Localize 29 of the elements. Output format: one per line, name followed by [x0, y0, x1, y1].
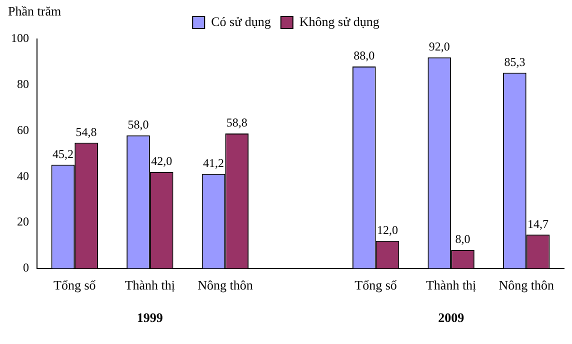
x-tick-label: Nông thôn: [198, 278, 254, 293]
data-label: 45,2: [52, 146, 74, 161]
data-label: 8,0: [455, 232, 470, 246]
y-tick-label: 80: [17, 77, 29, 92]
y-tick-label: 100: [11, 31, 29, 46]
data-label: 42,0: [151, 154, 172, 168]
text: 1999: [136, 310, 164, 325]
data-label: 58,0: [128, 118, 149, 132]
data-label: 54,8: [76, 124, 97, 139]
y-axis-title: Phần trăm: [8, 3, 62, 18]
x-tick-label: Thành thị: [426, 278, 477, 293]
legend-label: Không sử dụng: [299, 14, 380, 29]
y-tick-label: 0: [23, 260, 29, 275]
data-label: 85,3: [504, 54, 526, 69]
data-label: 92,0: [428, 40, 450, 54]
data-label: 12,0: [376, 223, 398, 238]
legend-label: Có sử dụng: [211, 14, 272, 29]
data-label: 14,7: [528, 216, 549, 231]
x-tick-label: Tổng số: [54, 278, 96, 293]
x-tick-label: Thành thị: [124, 278, 176, 293]
y-tick-label: 40: [17, 168, 29, 183]
y-tick-label: 60: [17, 122, 29, 137]
x-tick-label: Nông thôn: [498, 278, 554, 293]
data-label: 58,8: [226, 116, 248, 130]
data-label: 41,2: [203, 156, 224, 170]
x-tick-label: Tổng số: [354, 278, 398, 293]
text: 2009: [438, 310, 465, 325]
y-tick-label: 20: [17, 214, 29, 229]
data-label: 88,0: [354, 48, 375, 63]
